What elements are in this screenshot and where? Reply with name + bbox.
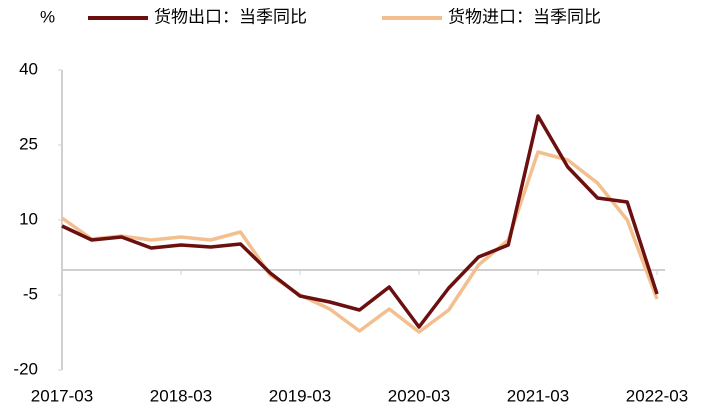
x-tick-label: 2018-03 bbox=[150, 386, 212, 405]
x-tick-label: 2017-03 bbox=[31, 386, 93, 405]
x-tick-label: 2020-03 bbox=[388, 386, 450, 405]
legend-label: 货物进口：当季同比 bbox=[448, 7, 601, 26]
x-tick-label: 2021-03 bbox=[507, 386, 569, 405]
y-unit: % bbox=[40, 7, 55, 26]
series-line bbox=[61, 114, 659, 329]
y-tick-label: 10 bbox=[19, 209, 38, 228]
series-line bbox=[60, 150, 659, 334]
y-tick-label: -20 bbox=[13, 359, 38, 378]
y-tick-label: -5 bbox=[23, 284, 38, 303]
x-tick-label: 2022-03 bbox=[626, 386, 688, 405]
y-tick-label: 40 bbox=[19, 59, 38, 78]
y-tick-label: 25 bbox=[19, 134, 38, 153]
x-tick-label: 2019-03 bbox=[269, 386, 331, 405]
legend-label: 货物出口：当季同比 bbox=[154, 7, 307, 26]
